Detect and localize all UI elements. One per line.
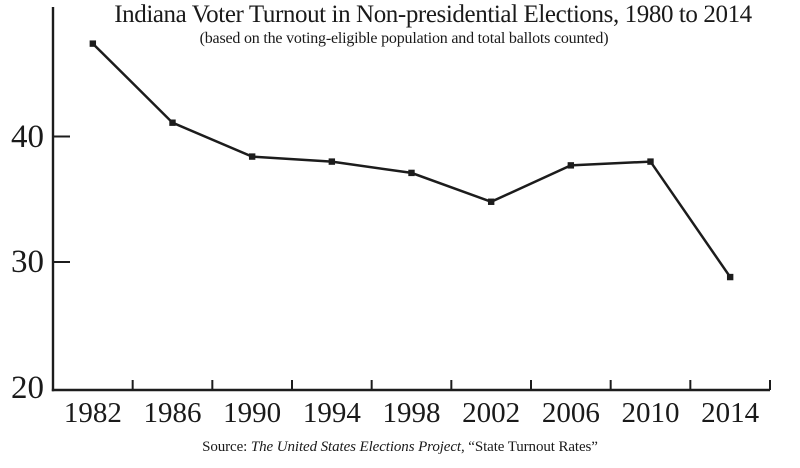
x-tick-label: 1994 xyxy=(302,397,361,429)
data-point-marker xyxy=(89,40,97,47)
x-tick-label: 1982 xyxy=(63,397,122,429)
x-tick-label: 2006 xyxy=(541,397,600,429)
data-point-marker xyxy=(169,119,176,126)
x-tick-label: 2010 xyxy=(621,397,680,429)
y-tick-label: 20 xyxy=(11,369,44,406)
data-point-marker xyxy=(248,153,256,160)
x-tick-label: 2002 xyxy=(462,397,521,429)
source-note: Source: The United States Elections Proj… xyxy=(0,439,800,456)
x-tick-label: 1990 xyxy=(223,397,282,429)
x-tick-label: 1986 xyxy=(143,397,202,429)
y-tick-label: 30 xyxy=(11,244,44,280)
y-tick-label: 40 xyxy=(11,118,44,155)
data-point-marker xyxy=(567,162,575,169)
source-prefix: Source: xyxy=(202,439,251,455)
turnout-line xyxy=(91,42,732,278)
data-point-marker xyxy=(726,273,734,281)
x-tick-label: 2014 xyxy=(701,397,760,429)
data-point-marker xyxy=(647,158,654,165)
data-point-marker xyxy=(328,158,336,165)
x-tick-label: 1998 xyxy=(382,397,441,429)
source-suffix: , “State Turnout Rates” xyxy=(460,439,598,455)
chart-title: Indiana Voter Turnout in Non-presidentia… xyxy=(114,1,752,28)
data-point-marker xyxy=(408,169,415,177)
source-publisher: The United States Elections Project xyxy=(250,439,461,455)
chart-subtitle: (based on the voting-eligible population… xyxy=(199,30,609,47)
data-point-marker xyxy=(487,198,495,205)
